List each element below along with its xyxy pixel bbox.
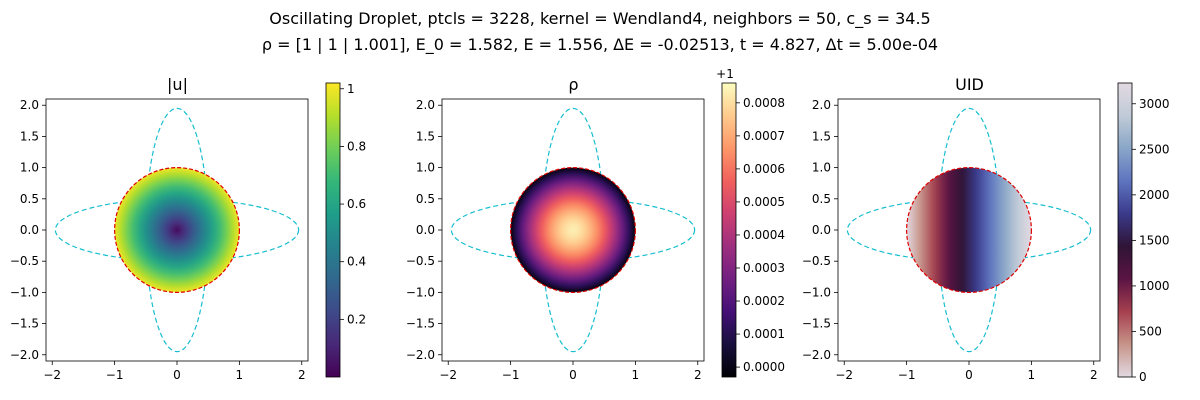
y-tick-label: 2.0	[812, 98, 831, 112]
panel-uid-colorbar	[1117, 82, 1133, 378]
panel-speed-plot: −2 −1 0 1 2 −2.0 −1.5 −1.0 −0.5 0.0 0.5 1.0 1.5 2.0	[10, 98, 309, 382]
colorbar-tick-label: 0.0001	[743, 327, 785, 341]
panel-speed-title: |u|	[167, 75, 188, 94]
x-tick-label: 1	[632, 368, 640, 382]
panel-uid-title: UID	[955, 75, 984, 94]
colorbar-tick-label: 0.0000	[743, 360, 785, 374]
y-tick-label: −0.5	[802, 254, 831, 268]
x-tick-label: 2	[1090, 368, 1098, 382]
droplet-particles	[906, 167, 1032, 293]
colorbar-tick-label: 1500	[1139, 233, 1170, 247]
y-tick-label: 1.0	[20, 161, 39, 175]
y-tick-label: 0.5	[416, 192, 435, 206]
droplet-boundary	[906, 167, 1032, 293]
panel-density-title: ρ	[568, 75, 578, 94]
y-tick-label: 1.5	[20, 129, 39, 143]
y-tick-label: 1.0	[416, 161, 435, 175]
x-tick-label: −2	[43, 368, 61, 382]
panel-speed-colorbar	[325, 82, 341, 378]
colorbar-tick-label: 0.0005	[743, 195, 785, 209]
colorbar-tick-label: 0.0007	[743, 129, 785, 143]
colorbar-tick-label: 0.0008	[743, 96, 785, 110]
x-tick-label: 2	[694, 368, 702, 382]
droplet-particles	[510, 167, 636, 293]
x-tick-label: 1	[1028, 368, 1036, 382]
y-tick-label: −1.5	[802, 317, 831, 331]
panel-density-plot: −2 −1 0 1 2 −2.0 −1.5 −1.0 −0.5 0.0 0.5 1.0 1.5 2.0	[406, 98, 705, 382]
panel-uid: UID −2 −1 0 1 2 −2.0 −1.5 −1.0 −0.5 0.0 0.5 1.0 1.5 2…	[802, 75, 1170, 384]
y-tick-label: −1.0	[406, 285, 435, 299]
x-tick-label: 2	[298, 368, 306, 382]
y-tick-label: −2.0	[10, 348, 39, 362]
y-tick-label: −0.5	[406, 254, 435, 268]
colorbar-tick-label: 0.0004	[743, 228, 785, 242]
y-tick-label: 1.5	[416, 129, 435, 143]
colorbar-tick-label: 3000	[1139, 97, 1170, 111]
colorbar-tick-label: 2500	[1139, 142, 1170, 156]
x-tick-label: 0	[965, 368, 973, 382]
panel-uid-colorbar-ticks: 0 500 1000 1500 2000 2500 3000	[1132, 97, 1170, 384]
figure-title-line1: Oscillating Droplet, ptcls = 3228, kerne…	[269, 9, 930, 29]
colorbar-tick-label: 500	[1139, 324, 1162, 338]
x-tick-label: 0	[569, 368, 577, 382]
panel-density-colorbar	[721, 82, 737, 378]
colorbar-tick-label: 1	[347, 82, 355, 96]
y-tick-label: 0.0	[20, 223, 39, 237]
colorbar-tick-label: 0.0006	[743, 162, 785, 176]
figure-title-line2: ρ = [1 | 1 | 1.001], E_0 = 1.582, E = 1.…	[262, 35, 938, 55]
x-tick-label: 0	[173, 368, 181, 382]
x-tick-label: 1	[236, 368, 244, 382]
y-tick-label: 2.0	[416, 98, 435, 112]
x-tick-label: −1	[502, 368, 520, 382]
x-tick-label: −2	[835, 368, 853, 382]
colorbar-tick-label: 0	[1139, 370, 1147, 384]
colorbar-tick-label: 0.0003	[743, 261, 785, 275]
panel-density: ρ −2 −1 0 1 2 −2.0 −1.5 −1.0 −0.5 0.0 0.5 1.0 1.5 2.0…	[406, 67, 785, 382]
y-tick-label: 0.5	[812, 192, 831, 206]
colorbar-tick-label: 1000	[1139, 279, 1170, 293]
x-tick-label: −2	[439, 368, 457, 382]
y-tick-label: −2.0	[406, 348, 435, 362]
droplet-boundary	[114, 167, 240, 293]
colorbar-tick-label: 0.0002	[743, 294, 785, 308]
y-tick-label: 1.0	[812, 161, 831, 175]
y-tick-label: −2.0	[802, 348, 831, 362]
colorbar-tick-label: 0.2	[347, 312, 366, 326]
y-tick-label: 0.0	[416, 223, 435, 237]
y-tick-label: 2.0	[20, 98, 39, 112]
droplet-boundary	[510, 167, 636, 293]
y-tick-label: −1.5	[406, 317, 435, 331]
y-tick-label: 0.0	[812, 223, 831, 237]
y-tick-label: −0.5	[10, 254, 39, 268]
x-tick-label: −1	[106, 368, 124, 382]
y-tick-label: −1.0	[802, 285, 831, 299]
colorbar-tick-label: 0.4	[347, 255, 366, 269]
panel-speed-colorbar-ticks: 0.2 0.4 0.6 0.8 1	[340, 82, 366, 326]
x-tick-label: −1	[898, 368, 916, 382]
y-tick-label: 0.5	[20, 192, 39, 206]
colorbar-tick-label: 0.6	[347, 197, 366, 211]
panel-uid-plot: −2 −1 0 1 2 −2.0 −1.5 −1.0 −0.5 0.0 0.5 1.0 1.5 2.0	[802, 98, 1101, 382]
y-tick-label: −1.5	[10, 317, 39, 331]
y-tick-label: −1.0	[10, 285, 39, 299]
colorbar-tick-label: 0.8	[347, 139, 366, 153]
panel-density-colorbar-ticks: 0.0000 0.0001 0.0002 0.0003 0.0004 0.0005 0.00…	[736, 96, 785, 374]
panel-density-colorbar-offset: +1	[716, 67, 734, 81]
droplet-particles	[114, 167, 240, 293]
panel-speed: |u| −2 −1 0 1 2 −2.0 −1.5 −1.0 −0.5 0.0 0.5 1.0 1.5 2…	[10, 75, 366, 382]
colorbar-tick-label: 2000	[1139, 188, 1170, 202]
y-tick-label: 1.5	[812, 129, 831, 143]
